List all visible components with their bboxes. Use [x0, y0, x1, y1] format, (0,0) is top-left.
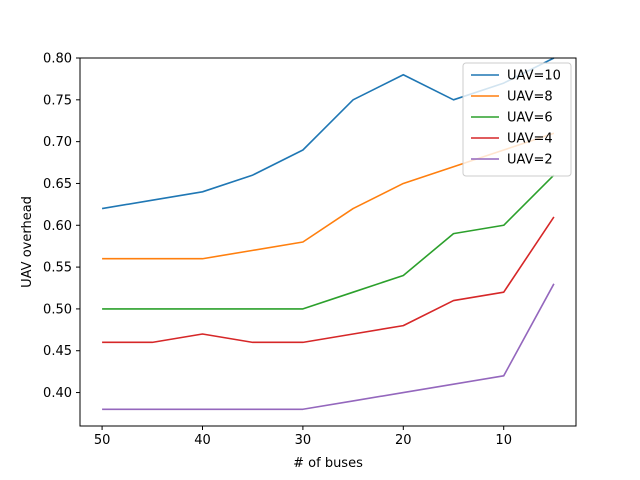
legend-entry-label: UAV=4 — [507, 132, 553, 147]
x-tick-label: 40 — [194, 433, 211, 448]
y-tick-label: 0.40 — [43, 386, 72, 401]
plot-frame — [79, 57, 577, 427]
y-tick-label: 0.55 — [43, 261, 72, 276]
legend-entry-label: UAV=6 — [507, 111, 553, 126]
x-tick-label: 30 — [295, 433, 312, 448]
x-tick-label: 20 — [395, 433, 412, 448]
axes-layer: 50 40 30 20 10 0.40 0.45 0.50 0.55 0.60 0.65 0.70 0.… — [43, 52, 512, 449]
legend-entry-label: UAV=10 — [507, 69, 561, 84]
y-tick-label: 0.45 — [43, 344, 72, 359]
series-line-uav-4 — [102, 216, 555, 344]
series-line-uav-2 — [102, 283, 555, 411]
y-tick-label: 0.65 — [43, 177, 72, 192]
y-tick-label: 0.50 — [43, 302, 72, 317]
legend-box — [462, 62, 572, 177]
x-tick-label: 10 — [495, 433, 512, 448]
legend: UAV=10 UAV=8 UAV=6 UAV=4 UAV=2 — [462, 62, 572, 177]
x-axis-label: # of buses — [293, 456, 363, 471]
y-tick-label: 0.70 — [43, 135, 72, 150]
y-tick-label: 0.80 — [43, 52, 72, 67]
y-axis-label: UAV overhead — [20, 196, 35, 288]
legend-entry-label: UAV=8 — [507, 90, 553, 105]
series-line-uav-6 — [102, 174, 555, 310]
y-tick-label: 0.60 — [43, 219, 72, 234]
y-tick-label: 0.75 — [43, 93, 72, 108]
x-tick-label: 50 — [94, 433, 111, 448]
legend-entry-label: UAV=2 — [507, 153, 553, 168]
